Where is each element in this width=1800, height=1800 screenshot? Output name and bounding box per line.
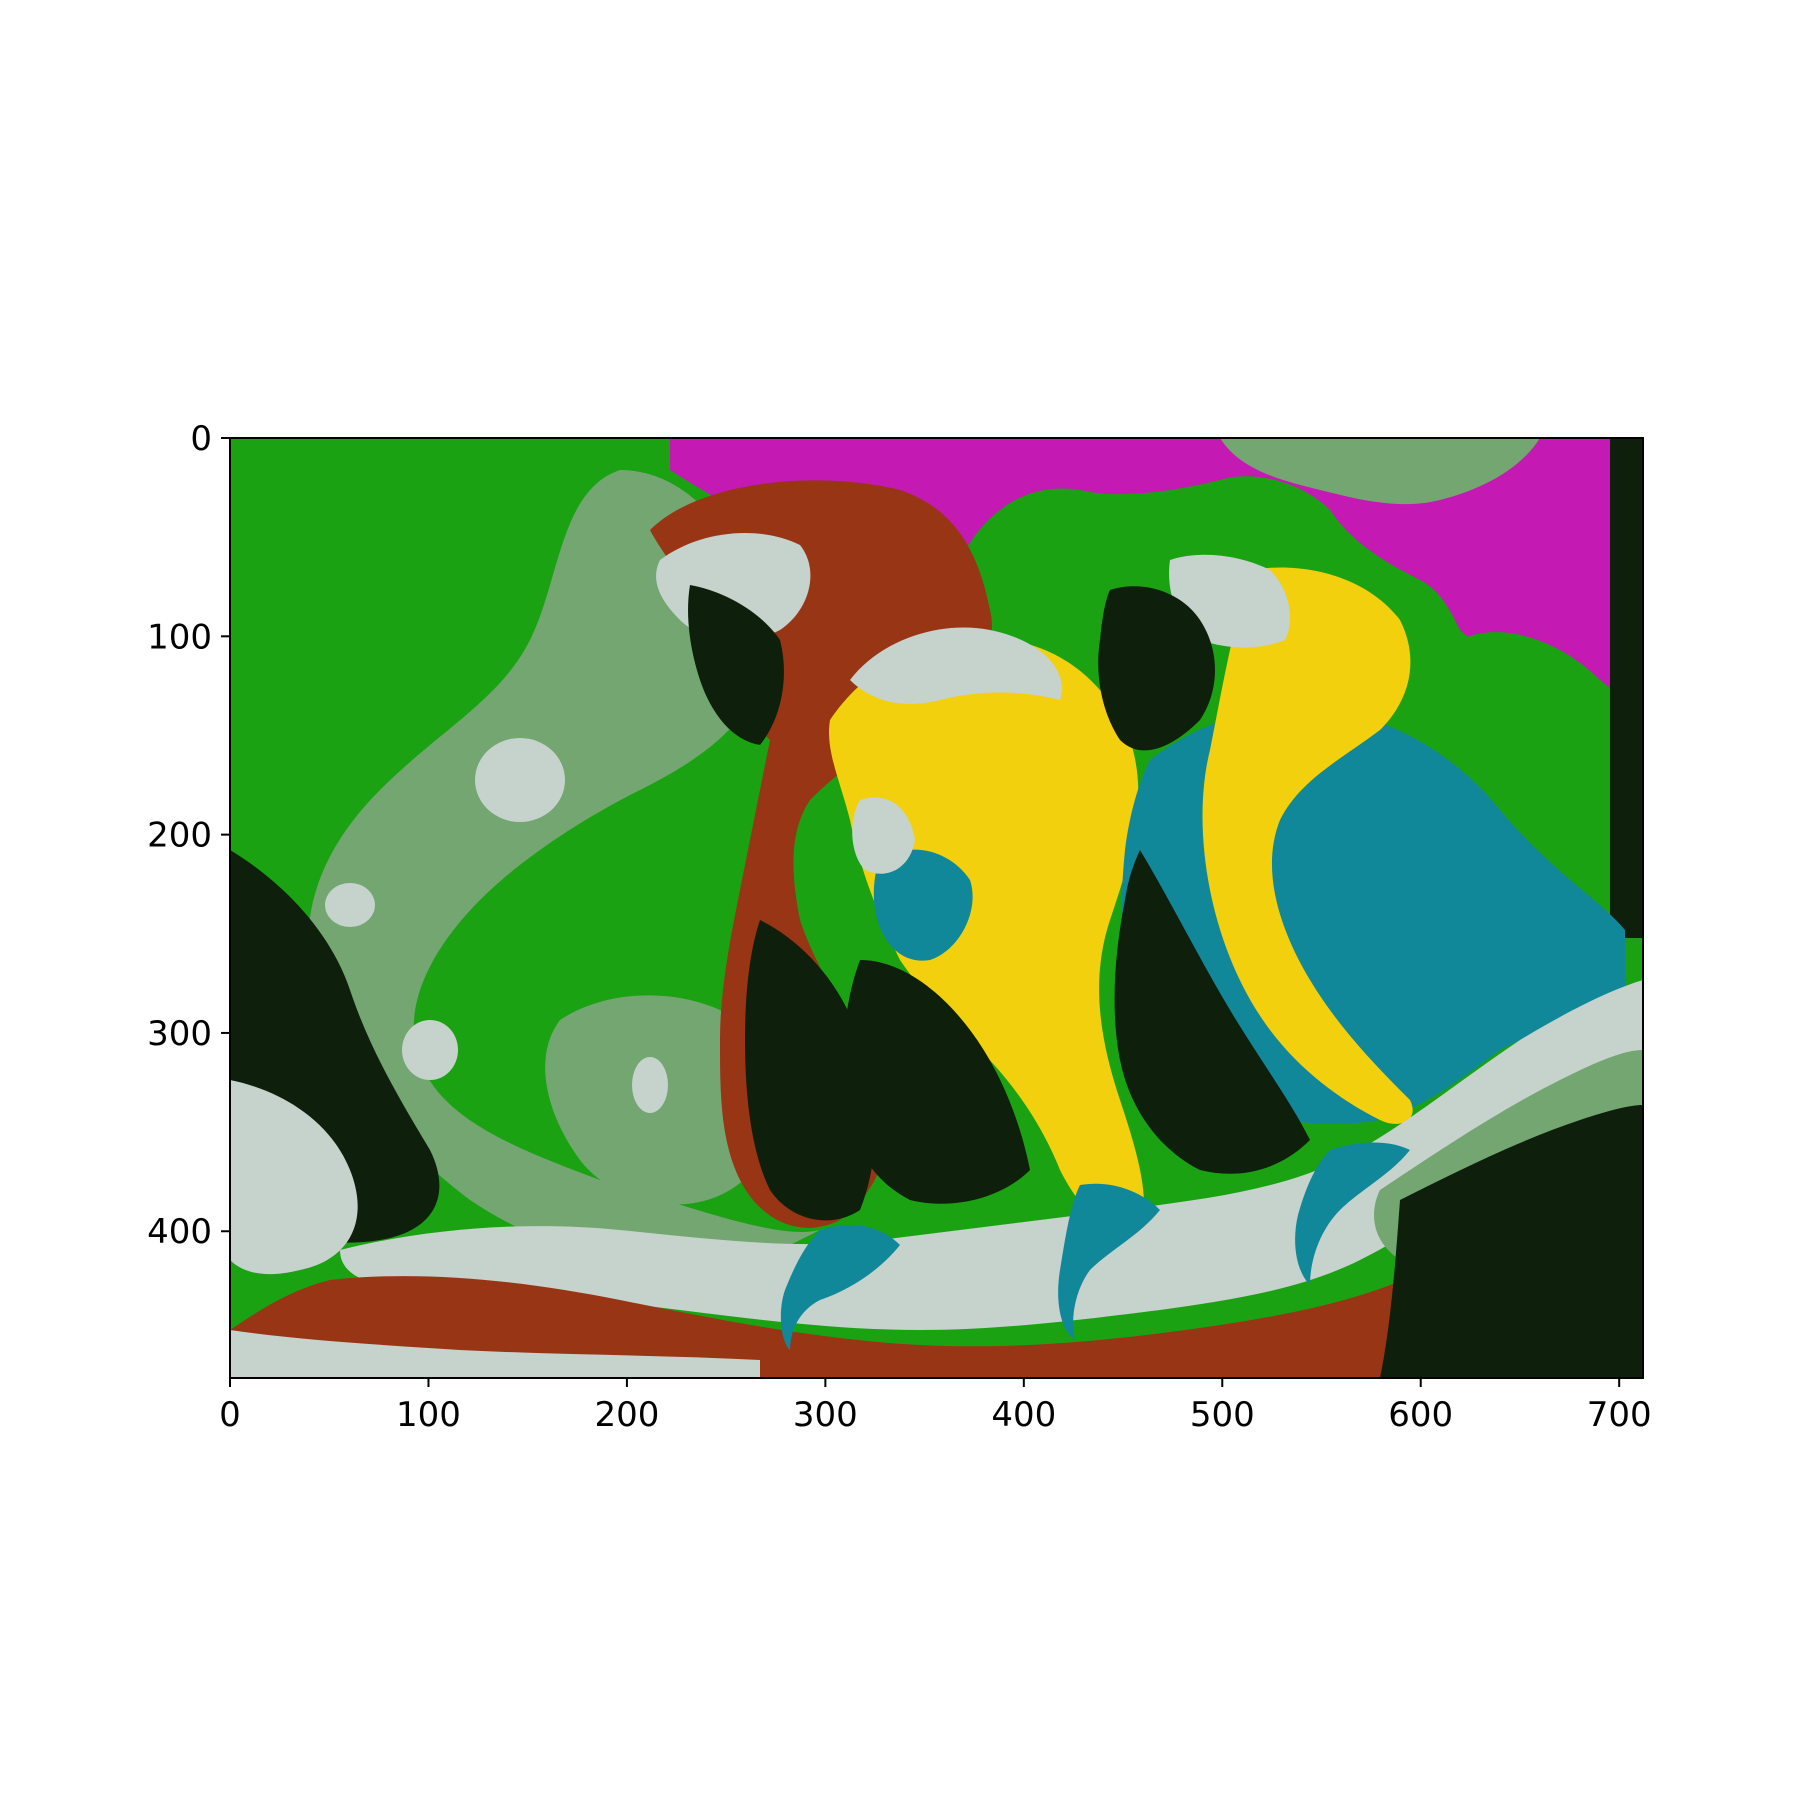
- x-tick-label: 100: [396, 1395, 461, 1435]
- y-axis: 0 100 200 300 400: [147, 419, 230, 1252]
- sage-blotch-left: [308, 470, 820, 1268]
- y-tick-label: 300: [147, 1014, 212, 1054]
- pale-spot-4: [632, 1057, 668, 1113]
- x-tick-label: 400: [991, 1395, 1056, 1435]
- middle-macaw-crest: [850, 627, 1062, 704]
- x-tick-label: 500: [1190, 1395, 1255, 1435]
- x-tick-label: 600: [1388, 1395, 1453, 1435]
- y-tick-label: 0: [190, 419, 212, 459]
- right-macaw-yellow-neck: [1202, 567, 1413, 1124]
- pale-spot-1: [475, 738, 565, 822]
- scarlet-macaw-beak: [688, 585, 784, 745]
- green-patch-right: [1458, 632, 1625, 860]
- sage-patch-top: [1220, 438, 1540, 505]
- dark-edge-right: [1610, 438, 1643, 938]
- pale-spot-3: [402, 1020, 458, 1080]
- branch-red-underside: [230, 1150, 1643, 1378]
- x-axis: 0 100 200 300 400 500 600 700: [219, 1378, 1652, 1435]
- x-tick-label: 700: [1587, 1395, 1652, 1435]
- axes-frame: [229, 437, 1644, 1379]
- x-tick-label: 200: [594, 1395, 659, 1435]
- dark-lower-right: [1380, 1105, 1643, 1378]
- right-macaw-beak: [1098, 586, 1215, 751]
- y-tick-label: 400: [147, 1212, 212, 1252]
- x-tick-label: 300: [793, 1395, 858, 1435]
- y-tick-label: 200: [147, 816, 212, 856]
- claw-middle: [1058, 1183, 1160, 1340]
- rock-lower-left: [230, 1080, 358, 1275]
- scarlet-macaw-lower-dark: [745, 920, 875, 1221]
- claw-left: [780, 1225, 900, 1350]
- middle-macaw-dark-chest: [843, 960, 1030, 1204]
- right-macaw-head-green: [1110, 506, 1390, 590]
- right-macaw-dark-chest: [1114, 850, 1310, 1174]
- y-tick-label: 100: [147, 617, 212, 657]
- x-tick-label: 0: [219, 1395, 241, 1435]
- pale-spot-2: [325, 883, 375, 927]
- middle-macaw-head-teal: [873, 849, 973, 961]
- branch-pale-lower-band: [230, 1330, 760, 1378]
- middle-macaw-body: [829, 638, 1144, 1232]
- posterized-parrots-image: [230, 438, 1643, 1378]
- claw-right: [1295, 1142, 1410, 1285]
- middle-macaw-face: [852, 797, 915, 874]
